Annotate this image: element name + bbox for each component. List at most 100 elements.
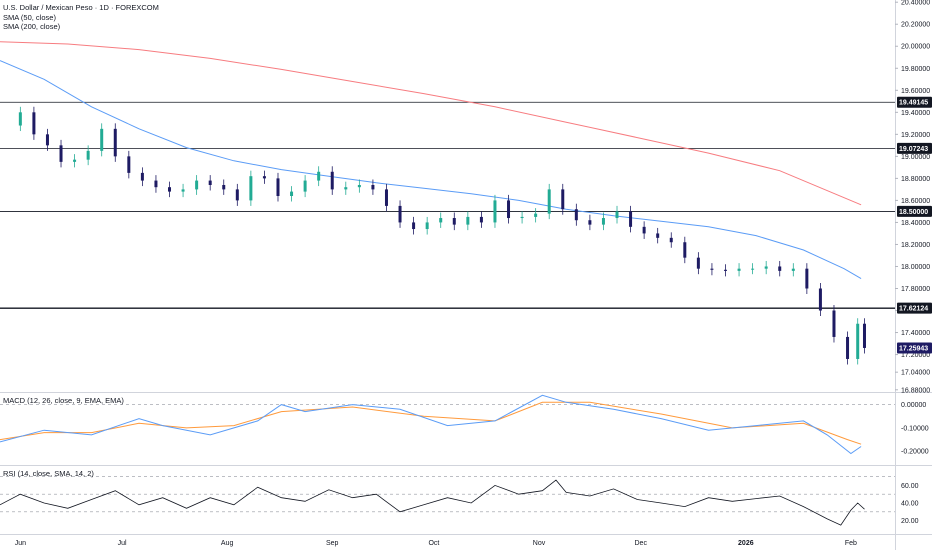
- candle-up: [520, 216, 524, 219]
- candle-up: [601, 218, 605, 225]
- price-tick-label: 18.60000: [901, 198, 930, 205]
- candle-up: [86, 150, 90, 160]
- time-tick-label: Jul: [118, 540, 127, 547]
- price-tick-label: 19.20000: [901, 132, 930, 139]
- candle-down: [642, 226, 646, 234]
- price-tick-label: 19.00000: [901, 154, 930, 161]
- rsi-tick-label: 20.00: [901, 518, 919, 525]
- candle-down: [208, 180, 212, 185]
- candle-down: [330, 171, 334, 190]
- candle-down: [113, 128, 117, 157]
- candle-down: [45, 134, 49, 146]
- candle-down: [412, 222, 416, 230]
- candle-up: [18, 112, 22, 126]
- price-tick-label: 19.40000: [901, 110, 930, 117]
- candle-up: [73, 159, 77, 162]
- candle-up: [615, 211, 619, 219]
- candle-down: [59, 145, 63, 162]
- candle-down: [574, 209, 578, 221]
- rsi-tick-label: 60.00: [901, 483, 919, 490]
- rsi-legend[interactable]: RSI (14, close, SMA, 14, 2): [3, 469, 94, 478]
- rsi-pane[interactable]: [0, 476, 895, 526]
- level-tag-label: 18.50000: [899, 209, 928, 216]
- price-tick-label: 20.40000: [901, 0, 930, 7]
- time-tick-label: Sep: [326, 540, 339, 547]
- price-tick-label: 20.00000: [901, 44, 930, 51]
- level-tag: [897, 142, 932, 154]
- time-tick-label: Dec: [635, 540, 648, 547]
- axis-layer: 20.40000 20.20000 20.00000 19.80000 19.60000…: [15, 0, 932, 547]
- price-tick-label: 18.00000: [901, 264, 930, 271]
- price-tick-label: 17.20000: [901, 352, 930, 359]
- candle-down: [235, 189, 239, 201]
- candle-down: [629, 211, 633, 227]
- macd-line: [0, 394, 862, 455]
- macd-signal-line: [0, 401, 862, 445]
- candle-up: [534, 213, 538, 217]
- candle-down: [778, 266, 782, 271]
- candle-up: [195, 180, 199, 190]
- time-tick-label: Feb: [845, 540, 857, 547]
- last-price-tag: [897, 342, 932, 354]
- sma50-line: [0, 60, 862, 280]
- candle-up: [357, 184, 361, 188]
- candle-down: [154, 180, 158, 188]
- candle-down: [140, 172, 144, 181]
- candle-down: [168, 187, 172, 192]
- price-tick-label: 19.80000: [901, 66, 930, 73]
- macd-tick-label: -0.20000: [901, 449, 929, 456]
- macd-pane[interactable]: [0, 394, 895, 455]
- price-tick-label: 19.60000: [901, 88, 930, 95]
- candle-up: [100, 128, 104, 151]
- candle-down: [262, 176, 266, 179]
- candle-down: [818, 288, 822, 311]
- candle-down: [710, 268, 714, 270]
- candle-up: [317, 171, 321, 181]
- price-tick-label: 16.88000: [901, 387, 930, 394]
- price-pane[interactable]: [0, 41, 895, 365]
- candle-up: [856, 323, 860, 359]
- candle-down: [561, 189, 565, 210]
- candle-down: [832, 310, 836, 337]
- level-tag-label: 19.07243: [899, 146, 928, 153]
- candle-up: [290, 191, 294, 196]
- macd-legend[interactable]: MACD (12, 26, close, 9, EMA, EMA): [3, 396, 124, 405]
- level-tag-label: 19.49145: [899, 100, 928, 107]
- sma200-line: [0, 41, 862, 206]
- time-tick-label: Jun: [15, 540, 26, 547]
- candle-up: [791, 268, 795, 271]
- candle-up: [181, 189, 185, 192]
- candle-down: [452, 218, 456, 225]
- macd-tick-label: -0.10000: [901, 425, 929, 432]
- candle-down: [127, 156, 131, 173]
- candle-up: [344, 187, 348, 190]
- sma50-legend[interactable]: SMA (50, close): [3, 12, 56, 22]
- candle-down: [669, 237, 673, 243]
- candle-down: [384, 189, 388, 206]
- candle-down: [656, 233, 660, 238]
- time-tick-label: Nov: [533, 540, 546, 547]
- candle-down: [398, 205, 402, 223]
- candle-up: [764, 266, 768, 269]
- price-tick-label: 18.40000: [901, 220, 930, 227]
- candle-down: [222, 184, 226, 190]
- candle-down: [683, 242, 687, 258]
- candle-down: [846, 336, 850, 359]
- candle-down: [479, 216, 483, 223]
- price-tick-label: 17.04000: [901, 370, 930, 377]
- price-tick-label: 17.40000: [901, 330, 930, 337]
- candle-down: [862, 323, 866, 348]
- macd-tick-label: 0.00000: [901, 402, 926, 409]
- candle-down: [371, 184, 375, 190]
- rsi-tick-label: 40.00: [901, 501, 919, 508]
- candle-up: [493, 200, 497, 223]
- level-tag-label: 17.62124: [899, 306, 928, 313]
- candle-down: [696, 257, 700, 269]
- sma200-legend[interactable]: SMA (200, close): [3, 22, 61, 31]
- rsi-line: [0, 479, 865, 526]
- level-tag: [897, 302, 932, 314]
- price-tick-label: 18.20000: [901, 242, 930, 249]
- candle-down: [507, 200, 511, 219]
